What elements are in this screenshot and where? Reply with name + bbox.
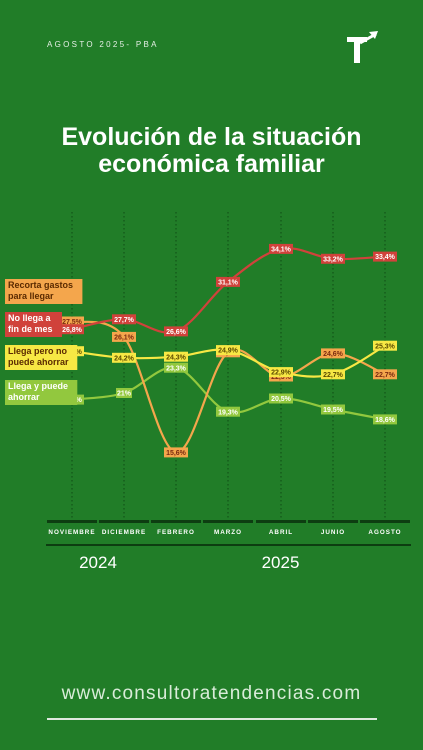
data-label: 34,1% <box>271 247 292 254</box>
legend-label: Llega y puede ahorrar <box>8 381 68 402</box>
data-label: 24,3% <box>166 354 187 361</box>
data-point-1-0 <box>60 324 84 335</box>
data-label: 20,5% <box>271 396 292 403</box>
x-tick-label: AGOSTO <box>368 529 401 536</box>
chart-title: Evolución de la situación económica fami… <box>61 123 362 178</box>
legend-label: No llega a fin de mes <box>8 313 53 334</box>
x-axis-bar-3 <box>203 520 253 523</box>
data-point-3-5 <box>321 404 345 415</box>
legend-swatch <box>5 380 78 405</box>
data-point-1-2 <box>164 326 188 337</box>
data-point-2-1 <box>112 352 136 363</box>
legend-swatch <box>5 279 83 304</box>
data-point-0-1 <box>112 331 136 342</box>
legend-item-1: No llega a fin de mes <box>5 312 62 337</box>
data-label: 26,8% <box>62 327 83 334</box>
x-axis-bar-0 <box>47 520 97 523</box>
legend-item-0: Recorta gastos para llegar <box>5 279 83 304</box>
data-point-1-3 <box>216 276 240 287</box>
data-label: 24,9% <box>218 348 239 355</box>
legend-item-2: Llega pero no puede ahorrar <box>5 345 78 370</box>
x-axis-bar-2 <box>151 520 201 523</box>
x-axis-bar-1 <box>99 520 149 523</box>
data-point-2-5 <box>321 369 345 380</box>
data-label: 27,5% <box>62 319 83 326</box>
data-label: 33,4% <box>375 254 396 261</box>
data-point-3-1 <box>116 388 132 398</box>
x-axis-bar-4 <box>256 520 306 523</box>
data-label: 26,6% <box>166 329 187 336</box>
x-tick-label: ABRIL <box>269 529 293 536</box>
data-point-1-6 <box>373 251 397 262</box>
period-label: AGOSTO 2025- PBA <box>47 40 159 49</box>
data-label: 21% <box>117 391 132 398</box>
data-label: 26,1% <box>114 335 135 342</box>
year-label: 2024 <box>79 553 117 572</box>
data-label: 19,3% <box>218 409 239 416</box>
x-axis-bar-5 <box>308 520 358 523</box>
data-label: 23,3% <box>166 365 187 372</box>
data-point-3-4 <box>269 393 293 404</box>
legend-label: Recorta gastos para llegar <box>8 280 73 301</box>
data-point-0-0 <box>60 316 84 327</box>
data-point-2-2 <box>164 351 188 362</box>
data-label: 31,1% <box>218 280 239 287</box>
data-label: 22,7% <box>375 372 396 379</box>
data-label: 18,6% <box>375 417 396 424</box>
data-label: 24,2% <box>114 355 135 362</box>
data-point-2-4 <box>269 367 293 378</box>
data-label: 24,6% <box>323 351 344 358</box>
data-label: 25,3% <box>375 343 396 350</box>
legend-swatch <box>5 345 78 370</box>
data-point-3-3 <box>216 406 240 417</box>
data-label: 27,7% <box>114 317 135 324</box>
x-axis-bar-6 <box>360 520 410 523</box>
data-point-0-5 <box>321 348 345 359</box>
data-label: 15,6% <box>166 450 187 457</box>
footer-divider <box>47 718 377 720</box>
x-tick-label: DICIEMBRE <box>102 529 146 536</box>
legend-item-3: Llega y puede ahorrar <box>5 380 78 405</box>
data-point-1-4 <box>269 243 293 254</box>
legend-swatch <box>5 312 62 337</box>
data-label: 33,2% <box>323 256 344 263</box>
website-url: www.consultoratendencias.com <box>61 683 362 704</box>
data-point-1-5 <box>321 253 345 264</box>
data-label: 19,5% <box>323 407 344 414</box>
data-point-3-2 <box>164 362 188 373</box>
x-tick-label: NOVIEMBRE <box>48 529 95 536</box>
x-tick-label: FEBRERO <box>157 529 195 536</box>
data-point-2-3 <box>216 345 240 356</box>
legend-label: Llega pero no puede ahorrar <box>8 346 69 367</box>
data-point-0-6 <box>373 369 397 380</box>
data-label: 22,9% <box>271 370 292 377</box>
data-point-3-6 <box>373 414 397 425</box>
brand-logo-icon <box>347 31 378 63</box>
data-label: 22,7% <box>323 372 344 379</box>
data-label: 22,5% <box>271 374 292 381</box>
data-point-1-1 <box>112 314 136 325</box>
year-label: 2025 <box>262 553 300 572</box>
x-tick-label: MARZO <box>214 529 242 536</box>
x-tick-label: JUNIO <box>321 529 345 536</box>
data-point-0-2 <box>164 447 188 458</box>
data-point-2-6 <box>373 340 397 351</box>
